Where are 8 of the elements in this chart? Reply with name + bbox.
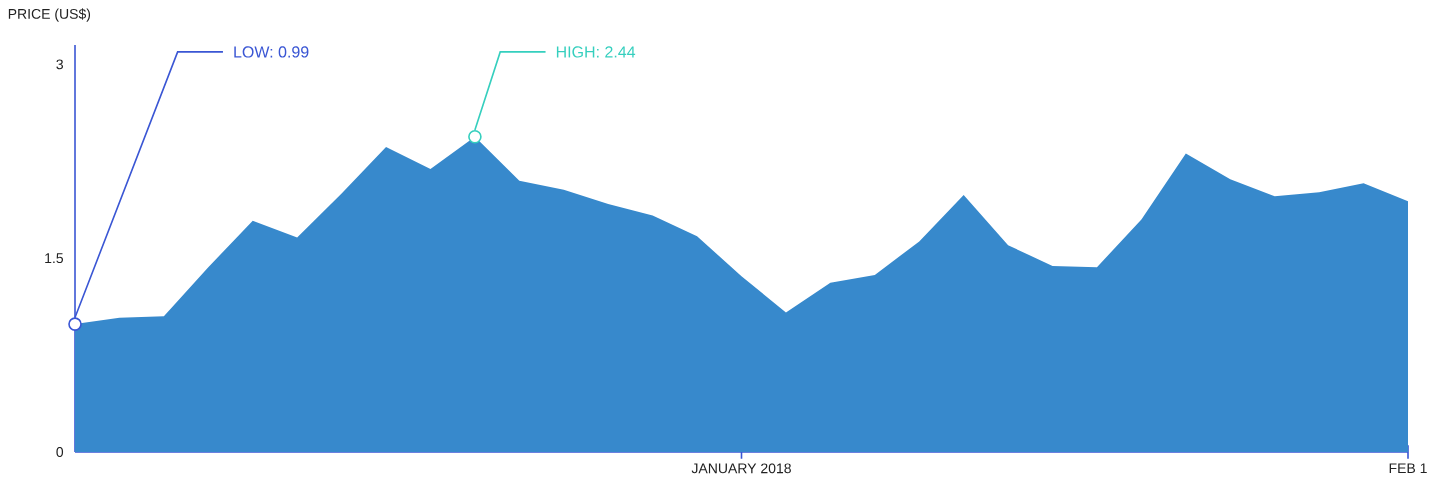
- y-axis-title: PRICE (US$): [8, 8, 91, 22]
- annotation: HIGH: 2.44: [556, 46, 636, 58]
- y-tick-label: 0: [56, 447, 64, 457]
- y-tick-label: 3: [56, 59, 64, 70]
- x-tick-label: FEB 1: [1389, 463, 1427, 474]
- annotation: LOW: 0.99: [234, 46, 309, 58]
- y-tick-label: 1.5: [45, 253, 64, 264]
- x-tick-label: JANUARY 2018: [691, 463, 791, 474]
